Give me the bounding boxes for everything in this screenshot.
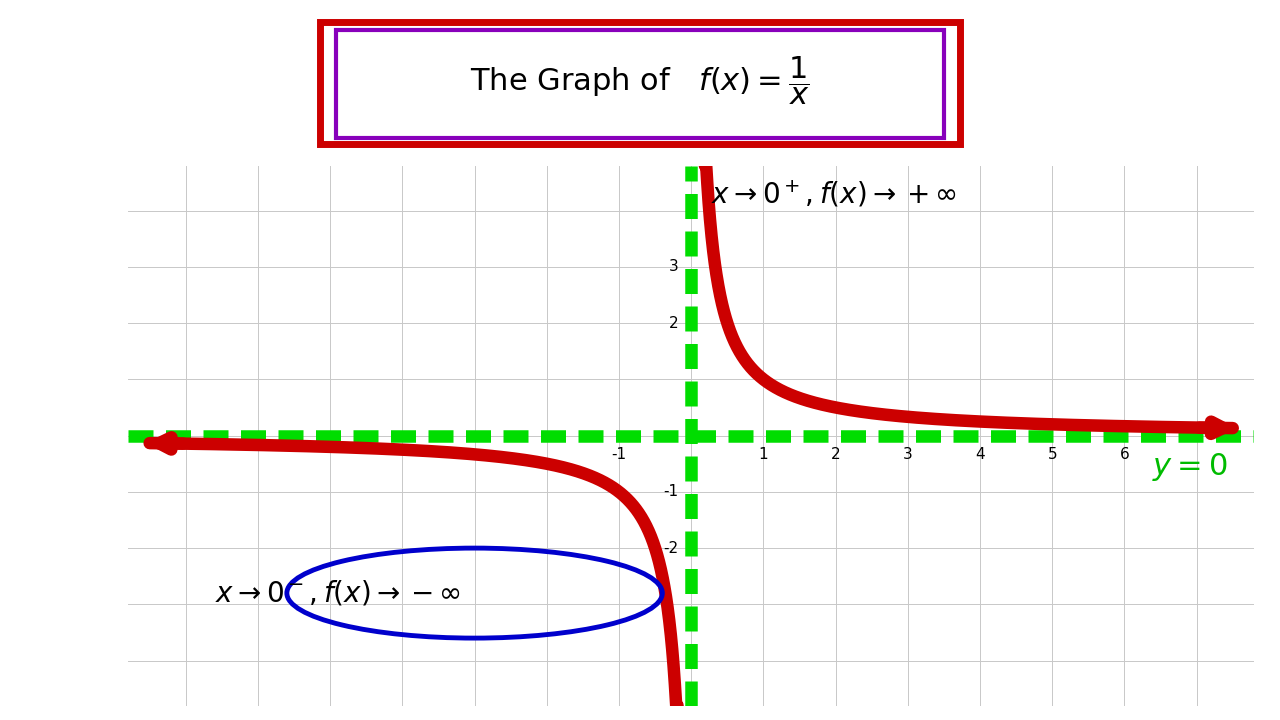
Text: 6: 6 bbox=[1120, 447, 1129, 462]
Text: 1: 1 bbox=[759, 447, 768, 462]
Text: $x \to 0^-, f(x) \to -\infty$: $x \to 0^-, f(x) \to -\infty$ bbox=[215, 579, 461, 608]
Text: -1: -1 bbox=[663, 485, 678, 500]
Text: -1: -1 bbox=[612, 447, 626, 462]
Text: 5: 5 bbox=[1047, 447, 1057, 462]
Text: $x \to 0^+, f(x) \to +\infty$: $x \to 0^+, f(x) \to +\infty$ bbox=[712, 179, 957, 209]
FancyBboxPatch shape bbox=[320, 22, 960, 144]
Text: 4: 4 bbox=[975, 447, 984, 462]
Text: $y=0$: $y=0$ bbox=[1152, 451, 1228, 482]
Text: The Graph of   $f(x)=\dfrac{1}{x}$: The Graph of $f(x)=\dfrac{1}{x}$ bbox=[470, 54, 810, 107]
Text: 3: 3 bbox=[902, 447, 913, 462]
Text: 2: 2 bbox=[831, 447, 841, 462]
Text: -2: -2 bbox=[663, 541, 678, 556]
Text: 2: 2 bbox=[668, 315, 678, 330]
Text: 3: 3 bbox=[668, 259, 678, 274]
FancyBboxPatch shape bbox=[335, 30, 945, 138]
